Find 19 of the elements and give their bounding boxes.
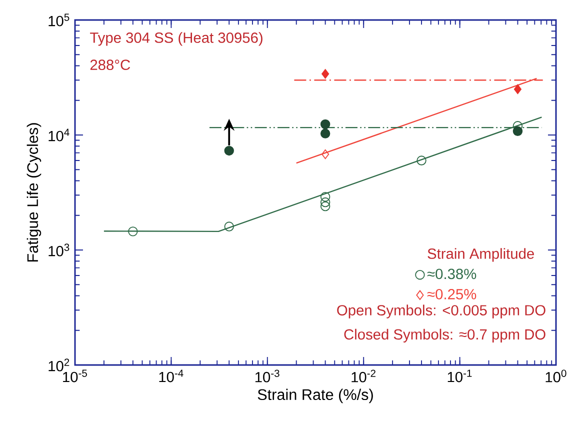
x-axis-title: Strain Rate (%/s)	[258, 388, 373, 404]
x-tick-label: 10$^{0}$	[546, 370, 566, 382]
legend-title: Strain Amplitude	[428, 248, 534, 262]
y-axis-title: Fatigue Life (Cycles)	[26, 123, 42, 262]
x-tick-label: 10$^{-2}$	[352, 370, 376, 382]
x-tick-label: 10$^{-3}$	[255, 370, 280, 382]
y-tick-label: 10$^{3}$	[48, 244, 70, 256]
y-tick-label: 10$^{2}$	[48, 358, 70, 372]
legend-label: ≈0.25%	[427, 289, 476, 300]
annotation: Closed Symbols: ≈0.7 ppm DO	[344, 328, 546, 342]
x-tick-label: 10$^{-1}$	[448, 370, 472, 382]
y-tick-label: 10$^{4}$	[48, 128, 70, 142]
x-tick-label: 10$^{-4}$	[159, 370, 184, 382]
y-tick-label: 10$^{5}$	[48, 14, 70, 26]
x-tick-label: 10$^{-5}$	[63, 370, 87, 382]
annotation: Open Symbols: <0.005 ppm DO	[337, 304, 546, 318]
legend-label: ≈0.38%	[427, 268, 476, 280]
annotation: 288°C	[90, 60, 130, 70]
annotation: Type 304 SS (Heat 30956)	[90, 32, 262, 46]
